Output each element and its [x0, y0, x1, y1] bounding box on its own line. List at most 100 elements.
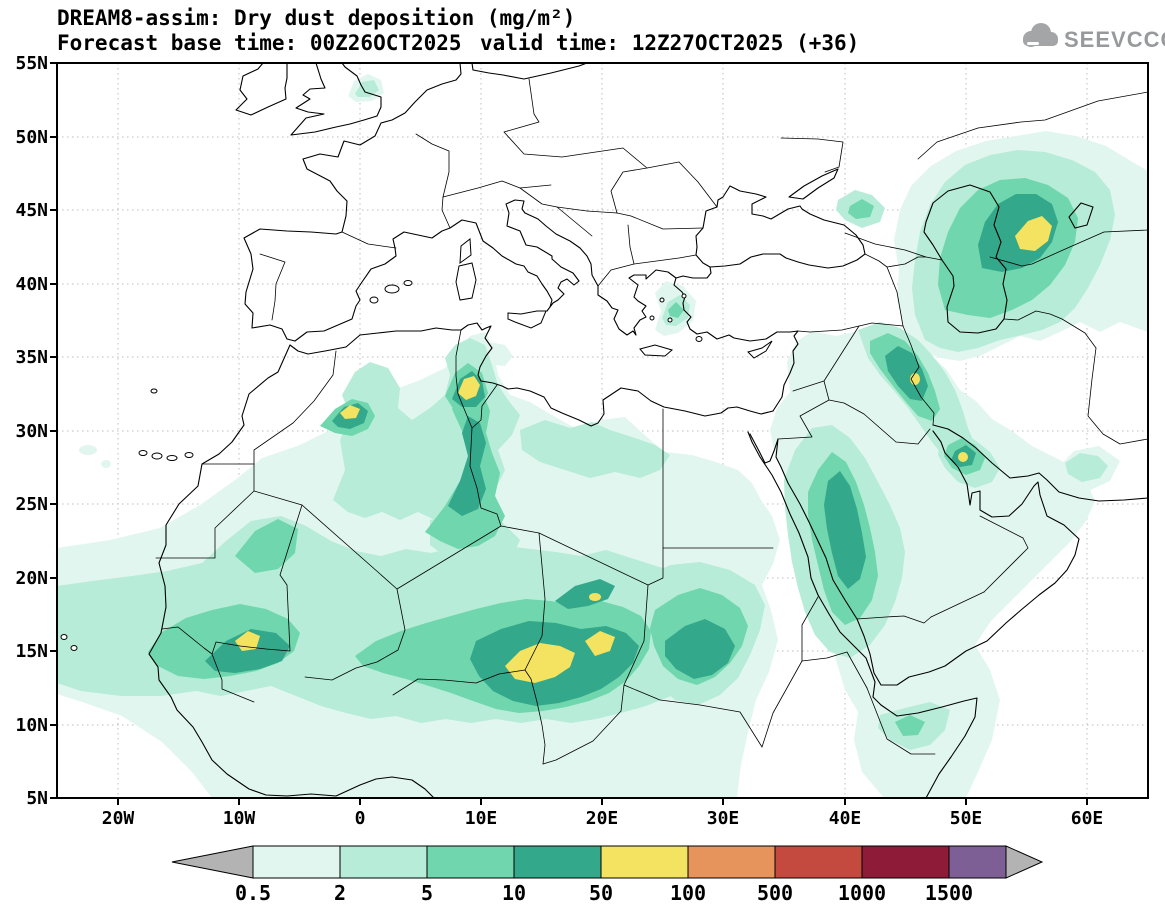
colorbar-tick-label: 1000 — [838, 881, 886, 905]
border-line — [524, 669, 546, 765]
border-line — [392, 669, 526, 696]
border-line — [471, 384, 498, 429]
island-aegean — [649, 315, 655, 321]
colorbar-left-arrow — [171, 845, 254, 879]
border-line — [627, 224, 635, 265]
border-line — [886, 266, 904, 327]
border-line — [780, 137, 844, 173]
dust-region — [340, 405, 360, 419]
colorbar-tick-label: 2 — [334, 881, 346, 905]
lon-tick-label: 50E — [950, 808, 983, 829]
lon-tick-label: 20E — [586, 808, 619, 829]
map-plot: 55N 50N 45N 40N 35N 30N 25N 20N 15N 10N … — [15, 53, 1149, 829]
lat-tick-label: 5N — [26, 788, 48, 809]
dust-region — [665, 619, 735, 679]
colorbar-box — [339, 845, 428, 879]
coastline-blacksea — [695, 185, 866, 269]
lat-tick-label: 20N — [15, 568, 48, 589]
lon-axis: 20W 10W 0 10E 20E 30E 40E 50E 60E — [102, 798, 1104, 829]
header: DREAM8-assim: Dry dust deposition (mg/m²… — [57, 6, 859, 55]
border-line — [801, 596, 819, 662]
border-line — [211, 653, 255, 703]
lon-tick-label: 0 — [355, 808, 366, 829]
border-line — [983, 537, 1029, 593]
border-line — [586, 210, 704, 230]
lat-axis: 55N 50N 45N 40N 35N 30N 25N 20N 15N 10N … — [15, 53, 57, 809]
island-cyprus — [747, 340, 773, 359]
island-sicily — [507, 310, 547, 329]
coastline-levant-anatolia — [673, 277, 799, 412]
island-mallorca — [384, 284, 400, 294]
colorbar-box — [774, 845, 863, 879]
border-line — [678, 161, 718, 208]
dust-region — [101, 460, 111, 468]
border-line — [647, 547, 664, 586]
lat-tick-label: 55N — [15, 53, 48, 74]
island-capeverde — [60, 634, 68, 640]
coastline-baltic — [471, 63, 588, 80]
dust-region — [1065, 453, 1108, 482]
island-canary — [138, 450, 148, 456]
coastline-iran — [932, 424, 1148, 502]
island-aegean — [659, 297, 665, 303]
coastline-caspian — [923, 184, 1008, 334]
border-line — [866, 687, 936, 755]
border-line — [828, 399, 931, 445]
border-line — [442, 180, 552, 198]
coastline-england — [290, 63, 382, 136]
colorbar-box — [861, 845, 950, 879]
colorbar-tick-label: 5 — [421, 881, 433, 905]
border-line — [886, 256, 927, 268]
island-ibiza — [369, 296, 379, 304]
plot-title: DREAM8-assim: Dry dust deposition (mg/m²… — [57, 6, 575, 30]
dust-region — [895, 715, 925, 736]
coastline-redsea-africa — [747, 431, 978, 798]
lat-tick-label: 30N — [15, 421, 48, 442]
dust-region — [910, 373, 920, 385]
border-line — [597, 254, 697, 287]
coastline-south-europe — [294, 199, 712, 342]
island-corsica — [459, 238, 472, 265]
border-line — [396, 525, 502, 590]
cloud-icon — [1023, 23, 1058, 47]
coastline-iberia-atlantic — [243, 63, 462, 342]
dust-region — [1015, 216, 1052, 251]
border-line — [503, 78, 648, 169]
dust-region — [585, 631, 615, 656]
border-line — [856, 615, 932, 624]
border-line — [902, 325, 935, 426]
seevccc-logo: SEEVCCC — [1023, 23, 1165, 52]
dust-region — [79, 445, 97, 455]
colorbar-tick-label: 100 — [670, 881, 706, 905]
colorbar-tick-label: 10 — [502, 881, 526, 905]
colorbar-box — [252, 845, 341, 879]
dust-region — [458, 376, 480, 400]
border-line — [161, 504, 303, 655]
border-line — [777, 399, 830, 440]
island-madeira — [150, 388, 158, 394]
border-line — [253, 490, 398, 590]
lat-tick-label: 40N — [15, 274, 48, 295]
border-line — [155, 463, 255, 559]
lon-tick-label: 60E — [1071, 808, 1104, 829]
dust-region — [520, 420, 670, 478]
island-sardinia — [455, 262, 477, 301]
colorbar-box — [426, 845, 515, 879]
coastline-sinai-arabia — [749, 430, 1080, 686]
border-line — [761, 660, 803, 748]
dust-region — [425, 381, 505, 549]
border-line — [930, 591, 985, 618]
lat-tick-label: 35N — [15, 347, 48, 368]
island-rhodes — [695, 336, 703, 342]
border-line — [620, 584, 649, 712]
dust-region — [848, 199, 874, 219]
island-menorca — [403, 280, 413, 286]
border-line — [797, 322, 904, 333]
dust-region — [205, 629, 290, 673]
island-canary — [166, 455, 178, 461]
lon-tick-label: 10E — [465, 808, 498, 829]
dust-region — [885, 346, 928, 401]
border-line — [1087, 347, 1148, 445]
colorbar-box — [948, 845, 1007, 879]
